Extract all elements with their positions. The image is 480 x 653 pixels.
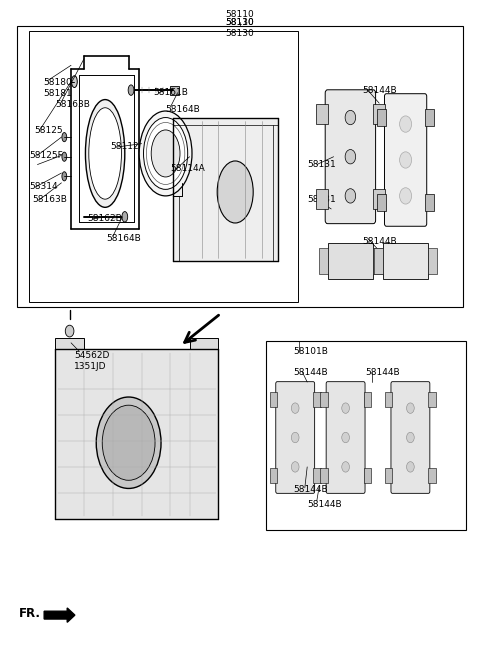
Bar <box>373 104 385 124</box>
Text: 58101B: 58101B <box>293 347 328 356</box>
Bar <box>173 118 278 261</box>
Ellipse shape <box>407 432 414 443</box>
Ellipse shape <box>291 403 299 413</box>
Ellipse shape <box>399 151 411 168</box>
Ellipse shape <box>85 99 125 208</box>
FancyBboxPatch shape <box>326 381 365 494</box>
Ellipse shape <box>345 150 356 164</box>
Ellipse shape <box>62 133 67 142</box>
Bar <box>55 338 84 349</box>
Text: 58144B: 58144B <box>365 368 399 377</box>
FancyArrow shape <box>44 608 75 622</box>
Text: FR.: FR. <box>19 607 41 620</box>
Text: 58180
58181: 58180 58181 <box>43 78 72 98</box>
Ellipse shape <box>291 432 299 443</box>
Bar <box>170 86 179 95</box>
FancyBboxPatch shape <box>384 93 427 226</box>
Ellipse shape <box>72 76 77 88</box>
Ellipse shape <box>342 432 349 443</box>
Ellipse shape <box>345 189 356 203</box>
Text: 58164B: 58164B <box>107 234 141 243</box>
Text: 58144B: 58144B <box>362 237 397 246</box>
Ellipse shape <box>128 85 134 95</box>
Bar <box>266 341 466 530</box>
Ellipse shape <box>342 462 349 472</box>
Bar <box>313 392 321 407</box>
Bar <box>428 468 436 483</box>
Bar <box>29 31 298 302</box>
Bar <box>373 248 382 274</box>
Text: 58144B: 58144B <box>293 368 327 377</box>
Text: 58110
58130: 58110 58130 <box>226 18 254 38</box>
FancyBboxPatch shape <box>391 381 430 494</box>
Ellipse shape <box>62 172 67 181</box>
Text: 58131: 58131 <box>307 160 336 169</box>
Bar <box>384 468 392 483</box>
Bar <box>270 392 277 407</box>
Bar <box>313 468 321 483</box>
Ellipse shape <box>345 110 356 125</box>
Bar <box>425 109 434 126</box>
Text: 58314: 58314 <box>29 182 58 191</box>
Ellipse shape <box>62 152 67 161</box>
Text: 58164B: 58164B <box>166 105 200 114</box>
Ellipse shape <box>407 462 414 472</box>
Bar <box>364 468 372 483</box>
Ellipse shape <box>291 462 299 472</box>
Text: 58161B: 58161B <box>154 88 189 97</box>
Bar <box>428 248 437 274</box>
Ellipse shape <box>399 116 411 132</box>
Bar <box>364 392 372 407</box>
Text: 58112: 58112 <box>110 142 139 151</box>
Text: 58110: 58110 <box>226 10 254 19</box>
Bar <box>316 104 327 124</box>
Ellipse shape <box>122 212 128 222</box>
Bar <box>270 468 277 483</box>
FancyBboxPatch shape <box>325 89 375 223</box>
Text: 58125: 58125 <box>35 126 63 135</box>
Text: 58144B: 58144B <box>362 86 397 95</box>
Text: 58163B: 58163B <box>33 195 68 204</box>
Ellipse shape <box>65 325 74 337</box>
Bar <box>55 349 218 519</box>
Text: 58131: 58131 <box>307 195 336 204</box>
Bar <box>316 189 327 209</box>
Text: 58162B: 58162B <box>87 214 122 223</box>
Text: 58125F: 58125F <box>29 151 62 160</box>
Ellipse shape <box>102 405 155 481</box>
Text: 58114A: 58114A <box>170 164 205 173</box>
Bar <box>384 392 392 407</box>
Ellipse shape <box>399 188 411 204</box>
Bar <box>383 243 428 279</box>
Bar <box>327 243 373 279</box>
Bar <box>373 189 385 209</box>
Bar <box>377 109 386 126</box>
Text: 58130: 58130 <box>226 18 254 27</box>
Ellipse shape <box>407 403 414 413</box>
Text: 54562D
1351JD: 54562D 1351JD <box>74 351 110 371</box>
Bar <box>320 468 327 483</box>
Bar <box>190 338 218 349</box>
Ellipse shape <box>151 130 180 177</box>
Bar <box>425 194 434 211</box>
Text: 58163B: 58163B <box>55 100 90 109</box>
Bar <box>319 248 327 274</box>
Bar <box>17 26 463 307</box>
Ellipse shape <box>96 397 161 488</box>
Ellipse shape <box>144 118 188 189</box>
Ellipse shape <box>217 161 253 223</box>
FancyBboxPatch shape <box>276 381 315 494</box>
Bar <box>377 194 386 211</box>
Bar <box>320 392 327 407</box>
Ellipse shape <box>89 108 121 199</box>
Bar <box>374 248 383 274</box>
Ellipse shape <box>342 403 349 413</box>
Bar <box>428 392 436 407</box>
Text: 58144B: 58144B <box>293 485 327 494</box>
Ellipse shape <box>139 111 192 196</box>
Text: 58144B: 58144B <box>307 500 342 509</box>
